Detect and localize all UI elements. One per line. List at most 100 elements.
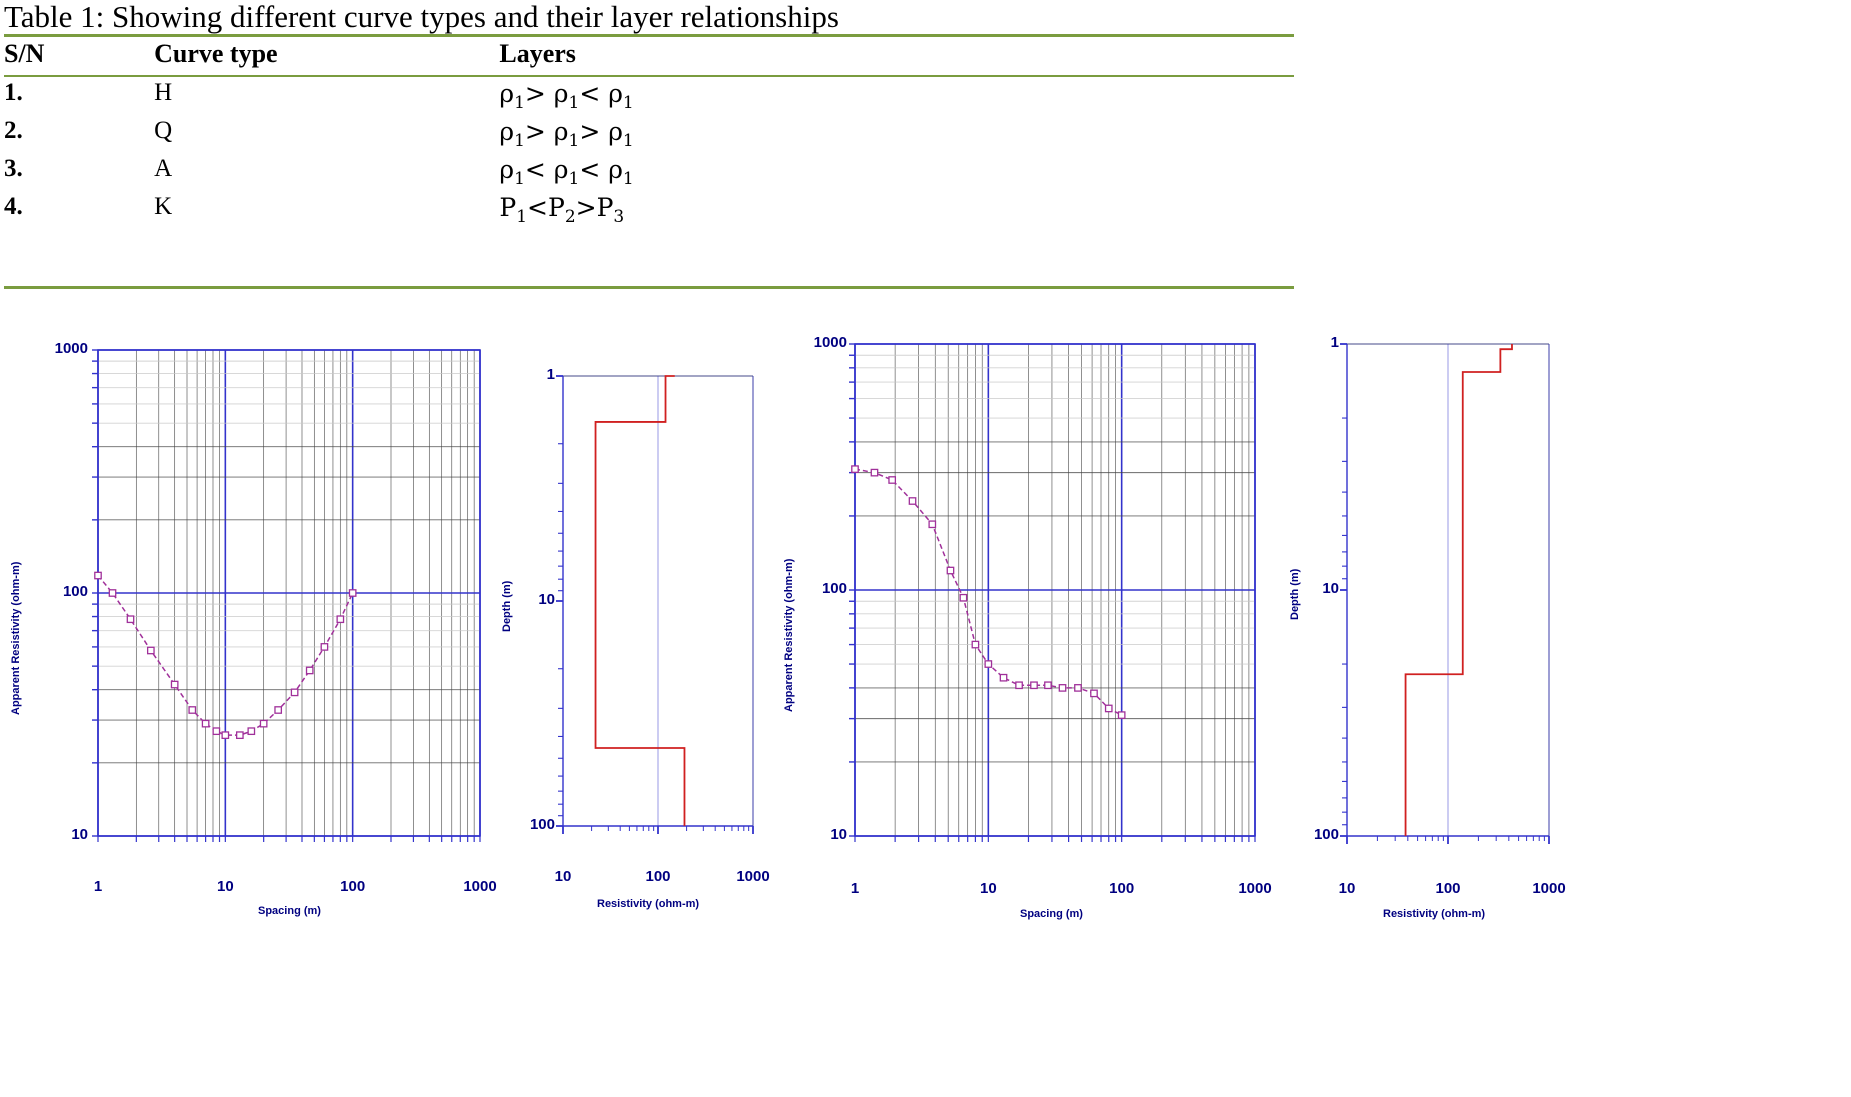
data-point-marker: [305, 666, 314, 675]
data-point-marker: [971, 640, 980, 649]
layer-model-svg: [1340, 343, 1550, 844]
x-axis-label: Spacing (m): [1020, 908, 1083, 920]
data-point-marker: [146, 646, 155, 655]
table-header-row: S/N Curve type Layers: [4, 37, 1300, 75]
figure-layer-model-right: 1 10 100 10 100 1000 Depth (m) Resistivity (ohm…: [1285, 330, 1575, 930]
x-tick-100: 100: [340, 878, 366, 895]
y-tick-1: 1: [1330, 334, 1339, 351]
y-axis-label: Apparent Resistivity (ohm-m): [783, 558, 795, 712]
ves-plot-svg: [92, 349, 481, 842]
cell-layers: ρ1> ρ1> ρ1: [499, 117, 634, 151]
table-top-rule: [4, 34, 1294, 37]
data-point-marker: [888, 476, 897, 484]
x-tick-1: 1: [850, 880, 860, 897]
cell-sn: 3.: [4, 155, 23, 182]
data-curve: [854, 468, 1123, 716]
data-point-marker: [1074, 684, 1082, 692]
data-point-marker: [221, 731, 230, 740]
data-point-marker: [126, 615, 135, 624]
x-tick-10: 10: [216, 878, 234, 895]
x-tick-10: 10: [1338, 880, 1356, 897]
data-point-marker: [1015, 681, 1023, 690]
data-point-marker: [348, 589, 357, 597]
cell-sn: 2.: [4, 117, 23, 144]
data-point-marker: [928, 520, 937, 529]
data-point-marker: [1104, 704, 1113, 713]
data-point-marker: [247, 727, 256, 736]
data-point-marker: [274, 706, 283, 714]
figure-ves-curve-left: 10 100 1000 1 10 100 1000 Apparent Resistivity …: [0, 330, 500, 930]
data-point-marker: [908, 497, 917, 505]
data-point-marker: [1090, 689, 1098, 698]
y-tick-1: 1: [546, 366, 555, 383]
table-row: 4. K P1<P2>P3: [4, 191, 1300, 229]
y-axis-label: Apparent Resistivity (ohm-m): [10, 561, 22, 715]
y-tick-100: 100: [62, 583, 88, 600]
x-tick-1000: 1000: [463, 878, 497, 895]
data-point-marker: [94, 571, 102, 580]
data-point-marker: [108, 589, 117, 597]
data-point-marker: [170, 680, 179, 689]
y-tick-100: 100: [821, 580, 847, 597]
x-tick-100: 100: [1109, 880, 1135, 897]
cell-curve-type: A: [154, 155, 173, 182]
x-axis-label: Resistivity (ohm-m): [1383, 908, 1486, 920]
cell-layers: ρ1< ρ1< ρ1: [499, 155, 634, 189]
data-point-marker: [1044, 681, 1052, 690]
data-point-marker: [946, 566, 955, 575]
cell-curve-type: Q: [154, 117, 173, 144]
data-point-marker: [1030, 681, 1038, 690]
table-header-rule: [4, 75, 1294, 77]
y-tick-10: 10: [538, 591, 555, 608]
data-point-marker: [259, 719, 268, 728]
data-point-marker: [290, 688, 299, 697]
x-tick-1000: 1000: [1238, 880, 1272, 897]
layer-model-step-curve: [594, 375, 686, 826]
cell-layers: P1<P2>P3: [499, 193, 625, 227]
figure-layer-model-left: 1 10 100 10 100 1000 Depth (m) Resistivity (ohm…: [495, 330, 785, 930]
cell-sn: 1.: [4, 79, 23, 106]
column-header-curve-type: Curve type: [154, 39, 278, 68]
column-header-sn: S/N: [4, 39, 45, 68]
curve-type-table: S/N Curve type Layers: [4, 37, 1300, 75]
figure-ves-curve-right: 10 100 1000 1 10 100 1000 Apparent Resistivity …: [775, 330, 1295, 930]
y-tick-1000: 1000: [54, 340, 88, 357]
column-header-layers: Layers: [499, 39, 576, 68]
y-axis-label: Depth (m): [501, 580, 513, 632]
data-point-marker: [959, 593, 968, 602]
table-bottom-rule: [4, 286, 1294, 289]
cell-curve-type: K: [154, 193, 173, 220]
data-curve: [97, 575, 354, 736]
data-point-marker: [851, 465, 859, 473]
layer-model-svg: [556, 375, 754, 834]
layer-model-step-curve: [1404, 344, 1513, 836]
y-tick-100: 100: [1313, 826, 1339, 843]
data-point-marker: [1058, 684, 1067, 692]
cell-sn: 4.: [4, 193, 23, 220]
data-point-marker: [201, 719, 210, 728]
cell-curve-type: H: [154, 79, 173, 106]
data-point-marker: [870, 468, 879, 477]
data-point-marker: [320, 643, 329, 651]
curve-type-table-block: Table 1: Showing different curve types a…: [0, 0, 1300, 229]
data-point-marker: [212, 727, 221, 736]
x-axis-label: Resistivity (ohm-m): [597, 898, 700, 910]
x-tick-10: 10: [979, 880, 997, 897]
y-tick-10: 10: [830, 826, 847, 843]
x-tick-1: 1: [93, 878, 103, 895]
x-tick-100: 100: [1435, 880, 1461, 897]
data-point-marker: [999, 673, 1008, 682]
data-point-marker: [188, 706, 197, 714]
cell-layers: ρ1> ρ1< ρ1: [499, 79, 634, 113]
x-tick-10: 10: [554, 868, 572, 885]
y-tick-10: 10: [1322, 580, 1339, 597]
ves-plot-svg: [849, 343, 1256, 842]
data-point-marker: [235, 731, 244, 740]
y-tick-1000: 1000: [813, 334, 847, 351]
x-tick-100: 100: [645, 868, 671, 885]
